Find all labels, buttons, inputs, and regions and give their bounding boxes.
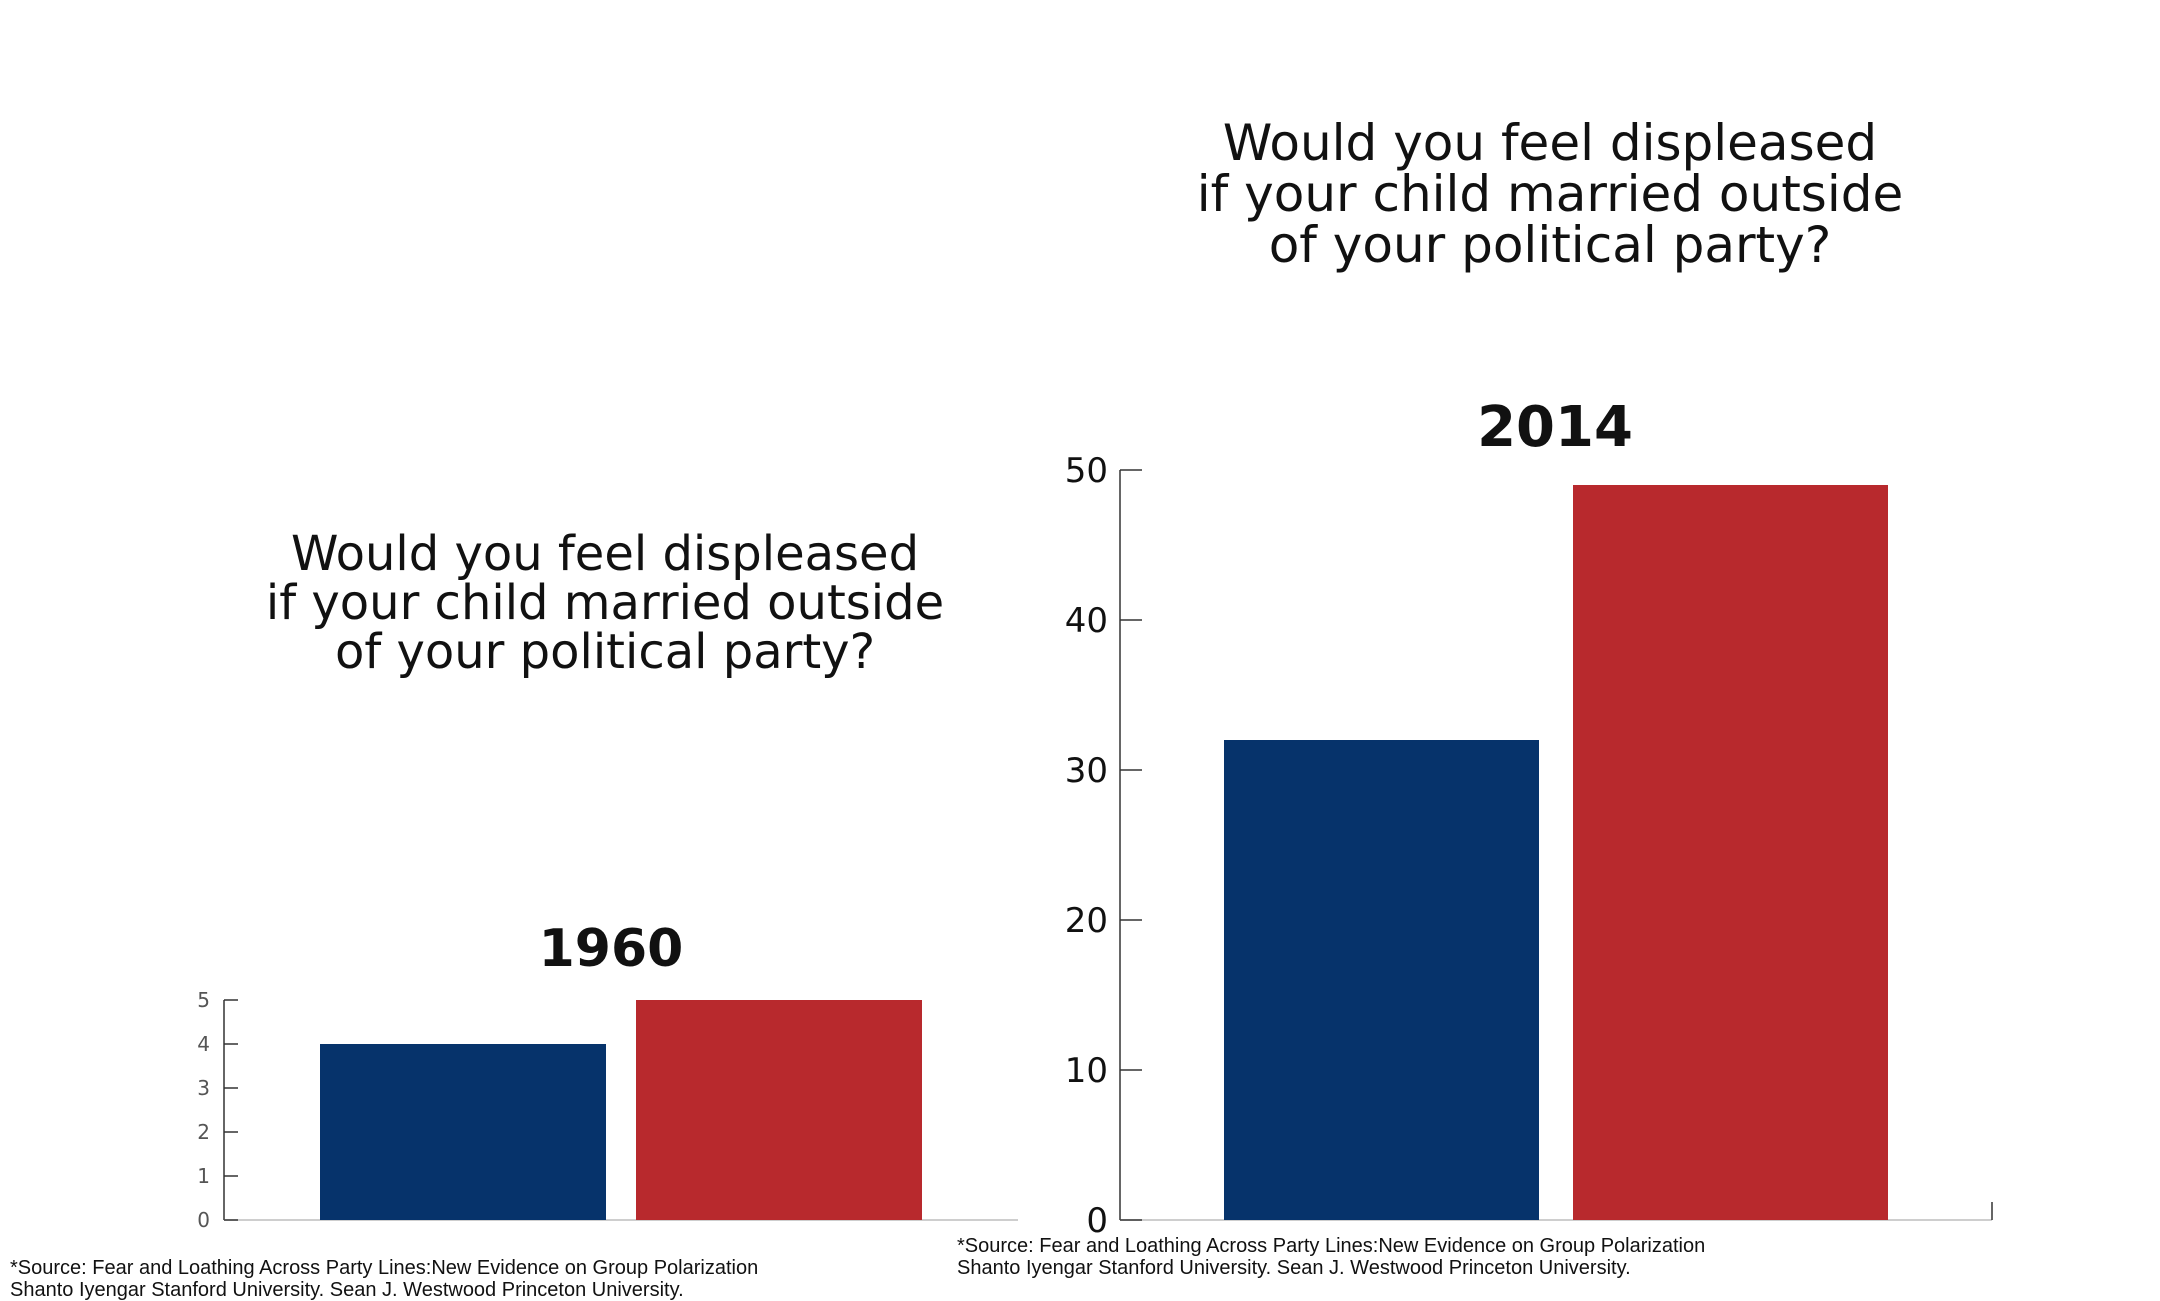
chart-1960-bar-1 — [320, 1044, 606, 1220]
chart-1960-y-tick-label-5: 5 — [197, 988, 210, 1012]
chart-2014: 0 10 20 30 40 50 2014 — [1065, 395, 1993, 1241]
right-question-title: Would you feel displeased if your child … — [1150, 118, 1950, 271]
chart-2014-y-tick-label-0: 0 — [1086, 1201, 1108, 1241]
chart-1960-y-tick-label-0: 0 — [197, 1208, 210, 1232]
right-question-line-3: of your political party? — [1268, 216, 1832, 274]
chart-1960-y-tick-label-1: 1 — [197, 1164, 210, 1188]
chart-1960: 0 1 2 3 4 5 1960 — [197, 919, 1018, 1232]
chart-2014-year-title: 2014 — [1477, 395, 1633, 460]
chart-2014-bar-2 — [1573, 485, 1888, 1220]
left-source-line-2: Shanto Iyengar Stanford University. Sean… — [10, 1278, 684, 1301]
right-question-line-2: if your child married outside — [1196, 165, 1904, 223]
right-source-line-1: *Source: Fear and Loathing Across Party … — [957, 1235, 1706, 1257]
chart-2014-y-tick-label-3: 30 — [1065, 751, 1108, 791]
right-source-note: *Source: Fear and Loathing Across Party … — [957, 1235, 1706, 1279]
chart-2014-y-tick-label-4: 40 — [1065, 601, 1108, 641]
chart-2014-y-tick-label-2: 20 — [1065, 901, 1108, 941]
left-question-line-2: if your child married outside — [265, 574, 945, 631]
chart-1960-y-tick-label-2: 2 — [197, 1120, 210, 1144]
right-source-line-2: Shanto Iyengar Stanford University. Sean… — [957, 1256, 1631, 1279]
left-question-line-1: Would you feel displeased — [290, 526, 920, 582]
chart-1960-y-tick-label-3: 3 — [197, 1076, 210, 1100]
chart-2014-y-tick-label-5: 50 — [1065, 451, 1108, 491]
left-source-note: *Source: Fear and Loathing Across Party … — [10, 1257, 759, 1301]
left-question-title: Would you feel displeased if your child … — [210, 530, 1000, 677]
chart-1960-y-tick-label-4: 4 — [197, 1032, 210, 1056]
chart-1960-bar-2 — [636, 1000, 922, 1220]
chart-2014-bar-1 — [1224, 740, 1539, 1220]
right-question-line-1: Would you feel displeased — [1222, 114, 1878, 172]
left-source-line-1: *Source: Fear and Loathing Across Party … — [10, 1257, 759, 1279]
left-question-line-3: of your political party? — [334, 623, 876, 680]
chart-2014-y-tick-label-1: 10 — [1065, 1051, 1108, 1091]
chart-1960-year-title: 1960 — [539, 919, 684, 979]
